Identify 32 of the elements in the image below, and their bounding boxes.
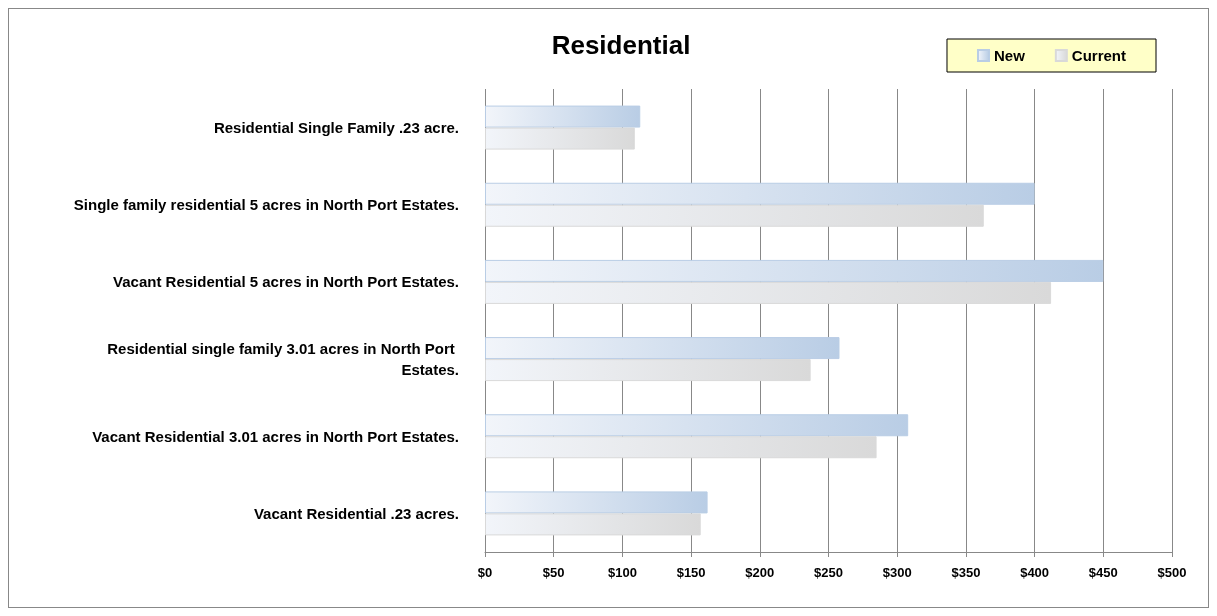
x-tick-label: $300 <box>882 565 912 580</box>
bar <box>485 359 811 382</box>
y-tick-label: Vacant Residential 5 acres in North Port Estates. <box>113 273 459 291</box>
y-tick-label: Residential single family 3.01 acres in North Port Estates. <box>107 340 459 379</box>
x-tick-label: $200 <box>745 565 775 580</box>
y-tick-label: Vacant Residential 3.01 acres in North Port Estates. <box>92 427 459 445</box>
bar <box>485 337 840 360</box>
bar <box>485 513 701 536</box>
x-tick-label: $0 <box>477 565 493 580</box>
x-tick-label: $450 <box>1088 565 1118 580</box>
x-tick-label: $150 <box>676 565 706 580</box>
bar <box>485 127 635 150</box>
y-tick-label: Residential Single Family .23 acre. <box>213 119 459 137</box>
bar <box>485 182 1035 205</box>
legend-label: New <box>993 47 1026 64</box>
bar <box>485 259 1104 282</box>
bar <box>485 281 1052 304</box>
x-tick-label: $500 <box>1157 565 1187 580</box>
y-tick-label: Vacant Residential .23 acres. <box>253 504 459 522</box>
legend-label: Current <box>1071 47 1126 64</box>
chart-title: Residential <box>551 30 691 60</box>
x-tick-label: $350 <box>951 565 981 580</box>
bar <box>485 105 641 128</box>
x-tick-label: $50 <box>542 565 565 580</box>
x-tick-label: $100 <box>607 565 637 580</box>
bar <box>485 436 877 459</box>
bar <box>485 491 708 514</box>
x-tick-label: $250 <box>814 565 843 580</box>
bar <box>485 414 909 437</box>
bar <box>485 204 984 227</box>
y-tick-label: Single family residential 5 acres in North Port Estates. <box>73 196 459 214</box>
x-tick-label: $400 <box>1020 565 1050 580</box>
